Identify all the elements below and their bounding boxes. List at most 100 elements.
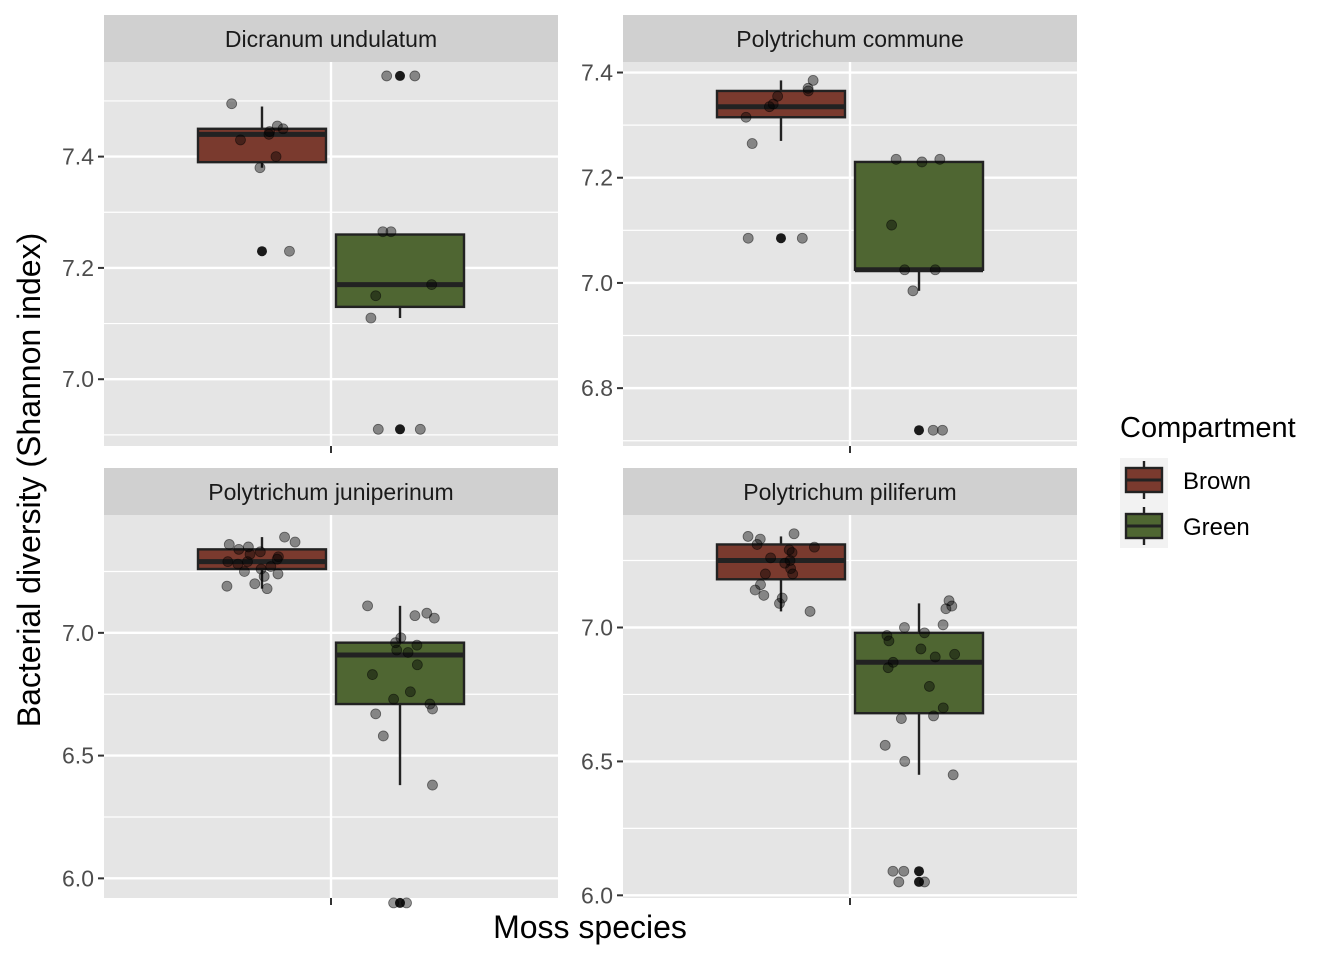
jitter-point (899, 622, 910, 633)
y-tick-label: 7.0 (581, 614, 613, 640)
jitter-point (242, 556, 253, 568)
jitter-point (254, 162, 266, 174)
jitter-point (937, 702, 949, 714)
jitter-point (742, 232, 754, 244)
legend-title: Compartment (1120, 412, 1296, 444)
box-green (853, 160, 985, 436)
y-tick-label: 7.0 (62, 620, 94, 646)
box-iqr (853, 160, 985, 271)
jitter-point (943, 595, 955, 607)
y-tick-label: 7.2 (62, 255, 94, 281)
jitter-point (919, 876, 930, 888)
jitter-point (362, 600, 373, 612)
jitter-point (758, 589, 770, 601)
jitter-point (898, 865, 910, 877)
jitter-point (272, 568, 284, 580)
facet-title: Dicranum undulatum (225, 26, 437, 52)
jitter-point (258, 570, 270, 582)
legend-item-brown: Brown (1124, 461, 1251, 499)
outlier-point (395, 70, 406, 81)
jitter-point (277, 123, 289, 135)
jitter-point (401, 897, 412, 909)
y-tick-label: 7.0 (581, 270, 613, 296)
y-axis-title: Bacterial diversity (Shannon index) (11, 233, 47, 727)
jitter-point (279, 531, 290, 543)
box-iqr (715, 89, 847, 119)
jitter-point (787, 568, 799, 580)
jitter-point (895, 713, 907, 724)
jitter-point (759, 568, 771, 580)
jitter-point (919, 627, 930, 639)
y-tick-label: 7.0 (62, 366, 94, 392)
jitter-point (802, 82, 814, 94)
jitter-point (765, 552, 777, 564)
jitter-point (411, 659, 423, 671)
jitter-point (923, 681, 935, 692)
jitter-point (381, 70, 393, 82)
jitter-point (271, 120, 283, 132)
jitter-point (893, 876, 905, 888)
jitter-point (271, 553, 283, 565)
jitter-point (882, 662, 894, 674)
box-green (853, 603, 985, 887)
jitter-point (367, 669, 378, 680)
jitter-point (370, 708, 382, 720)
jitter-point (796, 232, 808, 244)
y-tick-label: 7.2 (581, 165, 613, 191)
jitter-point (929, 264, 941, 276)
jitter-point (749, 584, 761, 596)
jitter-point (940, 603, 952, 615)
box-green (334, 605, 466, 908)
jitter-point (385, 226, 397, 238)
jitter-point (751, 539, 763, 550)
jitter-point (788, 528, 800, 540)
box-iqr (334, 233, 466, 309)
jitter-point (365, 312, 377, 324)
facet-title: Polytrichum piliferum (743, 479, 956, 505)
jitter-point (261, 583, 273, 595)
jitter-point (886, 219, 898, 231)
facet-strip (104, 15, 558, 62)
jitter-point (907, 285, 919, 297)
jitter-point (377, 226, 389, 238)
outlier-point (914, 425, 925, 436)
jitter-point (427, 703, 438, 715)
y-tick-label: 6.8 (581, 375, 613, 401)
jitter-point (249, 578, 261, 590)
jitter-point (270, 151, 282, 163)
box-brown (196, 106, 328, 257)
jitter-point (372, 423, 384, 435)
jitter-point (802, 85, 814, 97)
jitter-point (754, 533, 766, 545)
jitter-point (411, 639, 423, 651)
jitter-point (929, 651, 941, 663)
jitter-point (883, 635, 895, 647)
jitter-point (232, 558, 244, 570)
jitter-point (235, 134, 246, 146)
legend-item-green: Green (1124, 507, 1250, 545)
jitter-point (879, 739, 891, 751)
jitter-point (746, 138, 758, 149)
jitter-point (424, 698, 436, 710)
y-tick-label: 7.4 (62, 144, 94, 170)
jitter-point (289, 536, 301, 548)
jitter-point (414, 423, 426, 435)
jitter-point (928, 710, 939, 722)
y-tick-label: 7.4 (581, 60, 613, 86)
jitter-point (428, 612, 440, 624)
x-axis-title: Moss species (493, 909, 687, 945)
facet-strip (104, 468, 558, 515)
outlier-point (775, 233, 786, 244)
jitter-point (807, 75, 819, 86)
jitter-point (934, 153, 946, 165)
facet-title: Polytrichum commune (736, 26, 964, 52)
jitter-point (915, 643, 927, 655)
box-brown (715, 80, 847, 244)
jitter-point (927, 424, 939, 436)
jitter-point (427, 779, 438, 791)
box-brown (196, 537, 328, 589)
jitter-point (949, 648, 961, 660)
outlier-point (256, 246, 267, 257)
jitter-point (784, 555, 796, 566)
jitter-point (239, 566, 250, 577)
